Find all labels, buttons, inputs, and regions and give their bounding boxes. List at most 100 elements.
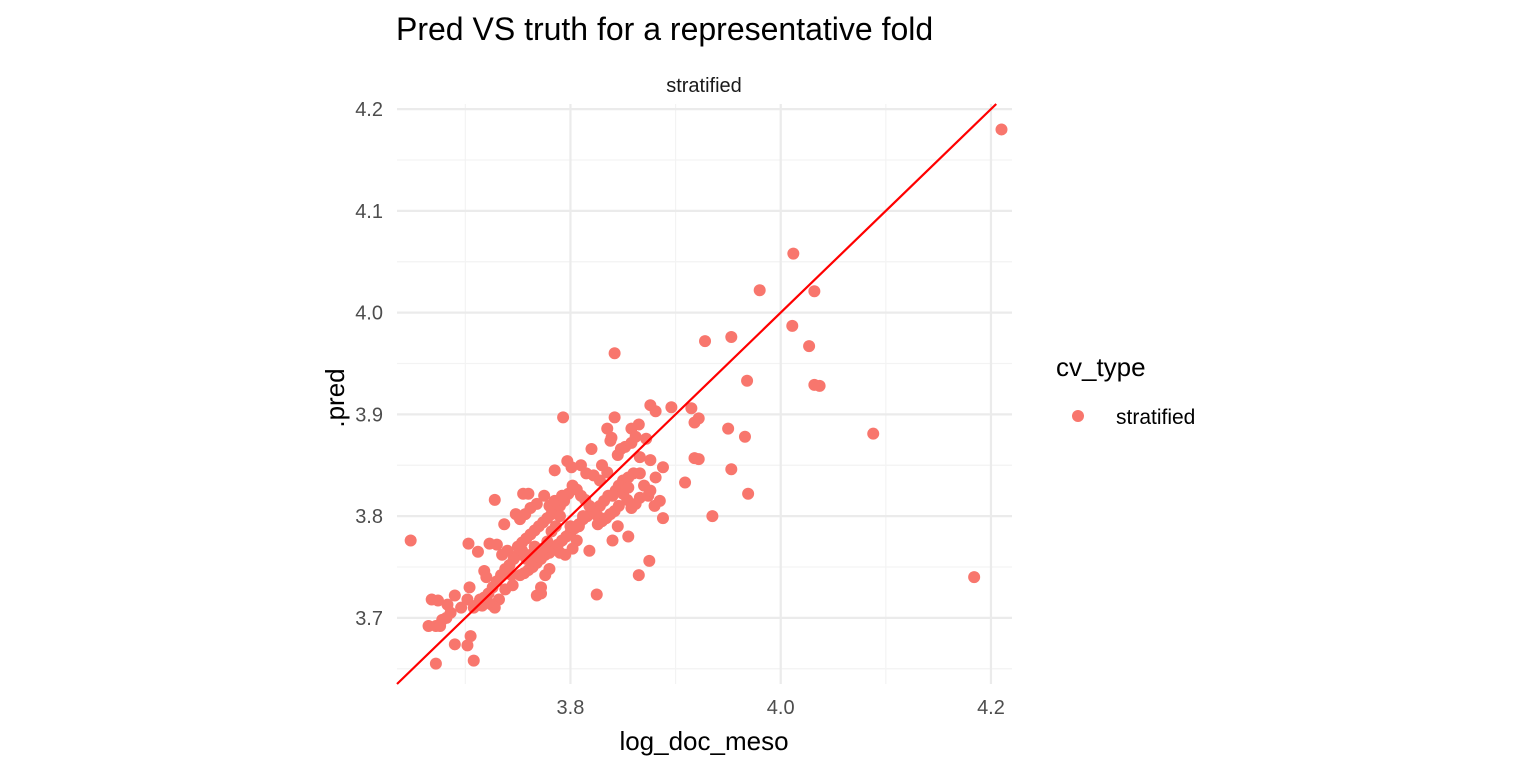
y-axis-ticks: 3.7 3.8 3.9 4.0 4.1 4.2 [355, 99, 383, 630]
y-axis-title: .pred [320, 368, 350, 427]
major-gridlines [397, 104, 1012, 684]
scatter-point [545, 525, 558, 538]
scatter-point [725, 331, 738, 344]
facet-strip-label: stratified [666, 75, 742, 97]
y-tick-label: 3.8 [355, 506, 383, 528]
scatter-point [538, 489, 551, 502]
scatter-point [467, 601, 480, 614]
scatter-point [404, 534, 417, 547]
scatter-point [505, 569, 518, 582]
x-axis-ticks: 3.8 4.0 4.2 [557, 697, 1005, 719]
scatter-point [585, 442, 598, 455]
scatter-point [608, 347, 621, 360]
scatter-point [699, 335, 712, 348]
scatter-point [706, 510, 719, 523]
scatter-point [665, 401, 678, 414]
x-tick-label: 4.0 [767, 697, 795, 719]
scatter-point [644, 484, 657, 497]
x-tick-label: 4.2 [977, 697, 1005, 719]
scatter-point [535, 587, 548, 600]
chart-title: Pred VS truth for a representative fold [396, 11, 933, 47]
scatter-point [553, 510, 566, 523]
minor-gridlines [397, 104, 1012, 684]
y-tick-label: 3.7 [355, 608, 383, 630]
scatter-point [548, 464, 561, 477]
scatter-point [514, 569, 526, 582]
scatter-point [640, 432, 653, 445]
scatter-point [577, 510, 590, 523]
scatter-point [656, 512, 669, 525]
scatter-point [448, 638, 461, 651]
scatter-point [522, 487, 535, 500]
scatter-point [808, 285, 821, 298]
scatter-point [425, 593, 438, 606]
scatter-point [813, 379, 826, 392]
scatter-point [968, 571, 981, 584]
scatter-point [644, 454, 657, 467]
scatter-point [679, 476, 692, 489]
scatter-point [753, 284, 766, 297]
scatter-points [404, 123, 1008, 670]
scatter-point [464, 630, 477, 643]
scatter-point [648, 499, 661, 512]
scatter-point [530, 497, 543, 510]
scatter-point [553, 546, 566, 559]
scatter-point [656, 461, 669, 474]
scatter-point [803, 340, 816, 353]
scatter-point [441, 598, 454, 611]
legend-key-stratified [1072, 410, 1084, 422]
scatter-point [692, 453, 705, 466]
scatter-point [605, 431, 618, 444]
scatter-point [483, 537, 496, 550]
scatter-point [556, 489, 569, 502]
scatter-point [601, 422, 614, 435]
scatter-point [583, 544, 596, 557]
scatter-point [434, 620, 447, 632]
scatter-point [611, 449, 624, 462]
scatter-point [488, 493, 501, 506]
scatter-point [688, 416, 701, 429]
identity-reference-line [396, 103, 997, 685]
scatter-point [590, 588, 603, 601]
legend-label-stratified: stratified [1116, 406, 1195, 429]
scatter-point [499, 583, 512, 596]
scatter-point [649, 405, 662, 418]
scatter-point [632, 569, 645, 582]
scatter-point [480, 571, 493, 584]
scatter-point [622, 530, 635, 543]
scatter-point [461, 593, 474, 606]
x-tick-label: 3.8 [557, 697, 585, 719]
scatter-point [462, 537, 475, 550]
scatter-point [591, 518, 604, 531]
scatter-point [643, 554, 656, 567]
scatter-point [471, 545, 484, 558]
scatter-point [564, 520, 577, 533]
scatter-point [565, 461, 578, 474]
scatter-point [867, 427, 880, 440]
scatter-point [606, 534, 619, 547]
scatter-point [622, 481, 635, 494]
plot-panel [396, 103, 1012, 685]
scatter-point [649, 471, 662, 484]
scatter-point [787, 247, 800, 260]
y-tick-label: 4.1 [355, 201, 383, 223]
scatter-point [608, 411, 621, 424]
scatter-point [501, 544, 514, 557]
y-tick-label: 3.9 [355, 404, 383, 426]
scatter-point [742, 487, 755, 500]
scatter-point [725, 463, 738, 476]
scatter-point [741, 374, 754, 387]
x-axis-title: log_doc_meso [619, 726, 788, 756]
scatter-point [474, 593, 487, 606]
scatter-point [467, 654, 480, 667]
scatter-point [596, 459, 608, 472]
scatter-point [557, 411, 570, 424]
y-tick-label: 4.0 [355, 303, 383, 325]
scatter-point [463, 581, 476, 594]
scatter-point [738, 430, 751, 443]
scatter-point [995, 123, 1008, 136]
y-tick-label: 4.2 [355, 99, 383, 121]
scatter-point [611, 520, 624, 533]
scatter-point [786, 319, 799, 332]
